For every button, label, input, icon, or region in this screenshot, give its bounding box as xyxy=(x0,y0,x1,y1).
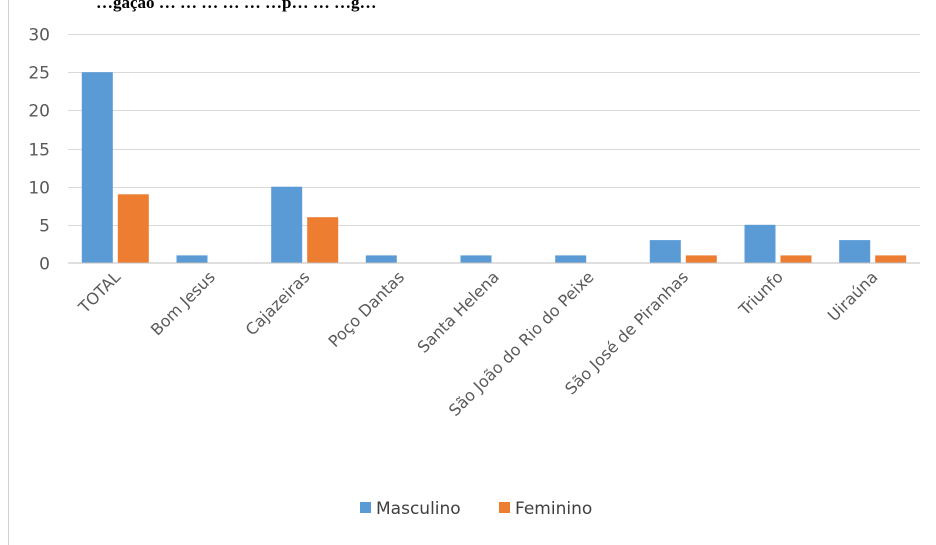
legend-label-masculino: Masculino xyxy=(376,499,461,519)
y-tick-label: 20 xyxy=(28,102,50,122)
x-category-label: Bom Jesus xyxy=(147,267,219,339)
y-tick-label: 5 xyxy=(39,217,50,237)
bar-feminino xyxy=(685,255,717,263)
bar-masculino xyxy=(176,255,208,263)
chart-title: …gação … … … … … …p… … …g… xyxy=(96,0,377,12)
x-category-label: Triunfo xyxy=(734,267,786,319)
x-category-label: TOTAL xyxy=(74,267,124,317)
y-tick-label: 15 xyxy=(28,141,50,161)
bar-feminino xyxy=(875,255,907,263)
legend: Masculino Feminino xyxy=(360,499,592,519)
x-category-label: Santa Helena xyxy=(413,267,502,356)
gridlines xyxy=(68,34,920,226)
bar-masculino xyxy=(839,240,871,263)
x-category-label: Poço Dantas xyxy=(325,267,409,351)
y-tick-label: 25 xyxy=(28,64,50,84)
bar-masculino xyxy=(81,72,113,263)
legend-swatch-feminino xyxy=(499,502,510,513)
bar-masculino xyxy=(555,255,587,263)
y-tick-label: 10 xyxy=(28,179,50,199)
bar-masculino xyxy=(271,186,303,263)
bar-masculino xyxy=(460,255,492,263)
legend-swatch-masculino xyxy=(360,502,371,513)
legend-label-feminino: Feminino xyxy=(515,499,592,519)
category-labels: TOTAL Bom Jesus Cajazeiras Poço Dantas Santa… xyxy=(74,267,881,420)
x-category-label: Cajazeiras xyxy=(242,267,314,339)
y-tick-label: 0 xyxy=(39,255,50,275)
bars xyxy=(81,72,907,263)
x-category-label: Uiraúna xyxy=(824,267,882,325)
bar-feminino xyxy=(117,194,149,263)
bar-masculino xyxy=(365,255,397,263)
y-tick-label: 30 xyxy=(28,26,50,46)
bar-masculino xyxy=(744,224,776,263)
bar-feminino xyxy=(307,217,339,263)
y-axis-ticks: 0 5 10 15 20 25 30 xyxy=(28,26,50,275)
bar-masculino xyxy=(649,240,681,263)
bar-feminino xyxy=(780,255,812,263)
